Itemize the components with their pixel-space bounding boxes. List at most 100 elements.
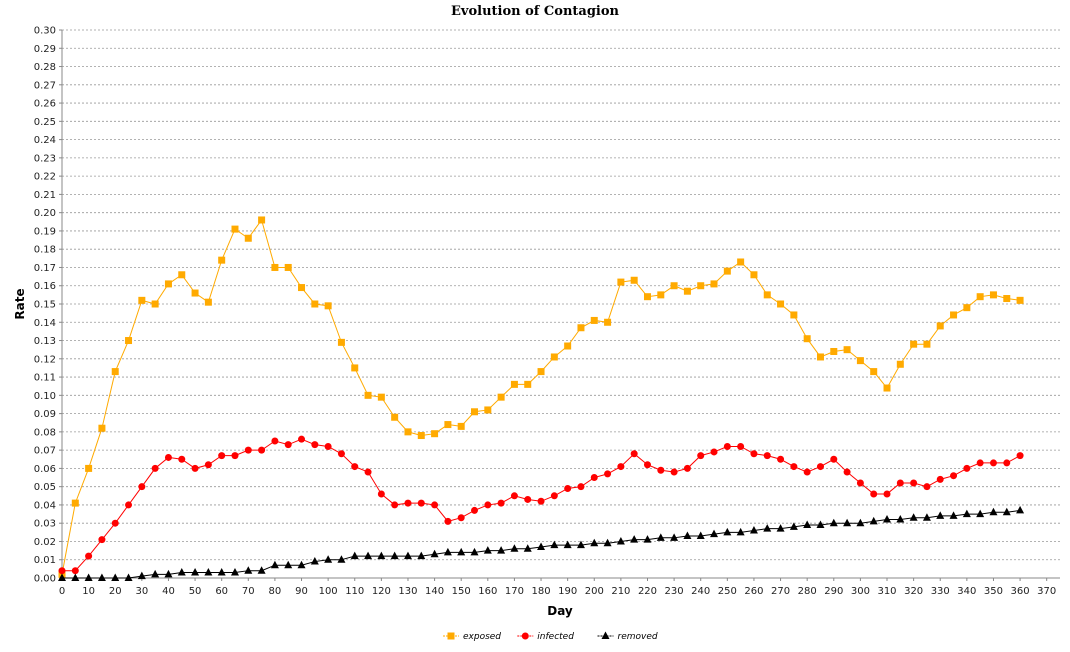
data-point-exposed	[244, 234, 252, 242]
data-point-infected	[763, 452, 771, 460]
data-point-infected	[311, 441, 319, 449]
y-tick-label: 0.23	[34, 153, 56, 164]
series-layer	[58, 216, 1025, 581]
y-axis-label: Rate	[13, 288, 27, 319]
x-tick-label: 170	[505, 586, 524, 597]
data-point-exposed	[657, 291, 665, 299]
data-point-removed	[710, 529, 719, 538]
data-point-infected	[830, 455, 838, 463]
data-point-removed	[749, 526, 758, 534]
data-point-removed	[803, 520, 812, 529]
x-tick-label: 90	[295, 586, 308, 597]
data-point-infected	[404, 499, 412, 507]
data-point-exposed	[1003, 295, 1011, 303]
x-tick-label: 40	[162, 586, 175, 597]
data-point-infected	[657, 466, 665, 474]
data-point-infected	[710, 448, 718, 456]
data-point-exposed	[471, 408, 479, 416]
data-point-exposed	[351, 364, 359, 372]
x-tick-label: 310	[877, 586, 896, 597]
data-point-removed	[670, 533, 679, 541]
y-tick-label: 0.25	[34, 117, 56, 128]
data-point-removed	[257, 566, 266, 574]
data-point-infected	[497, 499, 505, 507]
data-point-infected	[883, 490, 891, 498]
data-point-infected	[351, 463, 359, 471]
data-point-exposed	[604, 318, 612, 326]
data-point-removed	[789, 522, 798, 530]
data-point-exposed	[364, 391, 372, 399]
y-tick-label: 0.28	[34, 62, 56, 73]
data-point-exposed	[963, 304, 971, 312]
data-point-infected	[550, 492, 558, 500]
y-tick-label: 0.15	[34, 300, 56, 311]
data-point-infected	[178, 455, 186, 463]
data-point-infected	[856, 479, 864, 487]
data-point-exposed	[856, 357, 864, 365]
data-point-infected	[790, 463, 798, 471]
data-point-removed	[430, 549, 439, 558]
data-point-exposed	[777, 300, 785, 308]
data-point-exposed	[950, 311, 958, 319]
y-tick-label: 0.19	[34, 226, 56, 237]
y-tick-label: 0.10	[34, 391, 56, 402]
data-point-exposed	[870, 368, 878, 376]
data-point-removed	[590, 538, 599, 547]
data-point-exposed	[284, 263, 292, 271]
data-point-infected	[723, 442, 731, 450]
data-point-infected	[670, 468, 678, 476]
data-point-exposed	[896, 360, 904, 368]
data-point-exposed	[417, 432, 425, 440]
data-point-exposed	[630, 276, 638, 284]
data-point-infected	[697, 452, 705, 460]
legend-marker-infected	[521, 632, 529, 640]
x-tick-label: 350	[984, 586, 1003, 597]
data-point-removed	[297, 560, 306, 569]
data-point-removed	[829, 518, 838, 527]
x-tick-label: 10	[82, 586, 95, 597]
data-point-removed	[364, 551, 373, 560]
data-point-removed	[856, 518, 865, 527]
data-point-removed	[537, 542, 546, 550]
data-point-exposed	[258, 216, 266, 224]
data-point-infected	[816, 463, 824, 471]
y-tick-label: 0.26	[34, 99, 56, 110]
y-tick-label: 0.04	[34, 500, 56, 511]
data-point-exposed	[697, 282, 705, 290]
data-point-removed	[922, 513, 931, 521]
data-point-exposed	[923, 340, 931, 348]
y-tick-label: 0.22	[34, 172, 56, 183]
data-point-exposed	[763, 291, 771, 299]
x-axis-label: Day	[547, 604, 573, 618]
data-point-removed	[58, 573, 66, 581]
data-point-infected	[58, 567, 66, 575]
data-point-exposed	[298, 284, 306, 292]
data-point-infected	[258, 446, 266, 454]
data-point-removed	[936, 511, 945, 519]
grid-layer	[62, 29, 1060, 561]
data-point-infected	[843, 468, 851, 476]
y-tick-label: 0.18	[34, 245, 56, 256]
data-point-removed	[337, 555, 346, 563]
x-tick-label: 50	[189, 586, 202, 597]
data-point-infected	[777, 455, 785, 463]
data-point-infected	[537, 497, 545, 505]
data-point-removed	[284, 560, 293, 569]
data-point-removed	[230, 568, 239, 576]
data-point-removed	[483, 546, 492, 554]
data-point-removed	[763, 524, 772, 532]
data-point-exposed	[377, 393, 385, 401]
data-point-infected	[111, 519, 119, 527]
data-point-infected	[484, 501, 492, 509]
data-point-infected	[630, 450, 638, 458]
data-point-exposed	[1016, 296, 1024, 304]
data-point-infected	[989, 459, 997, 467]
data-point-exposed	[617, 278, 625, 286]
data-point-removed	[1002, 507, 1011, 516]
data-point-removed	[377, 551, 386, 560]
x-tick-label: 20	[109, 586, 122, 597]
x-tick-label: 130	[398, 586, 417, 597]
data-point-removed	[989, 507, 998, 516]
